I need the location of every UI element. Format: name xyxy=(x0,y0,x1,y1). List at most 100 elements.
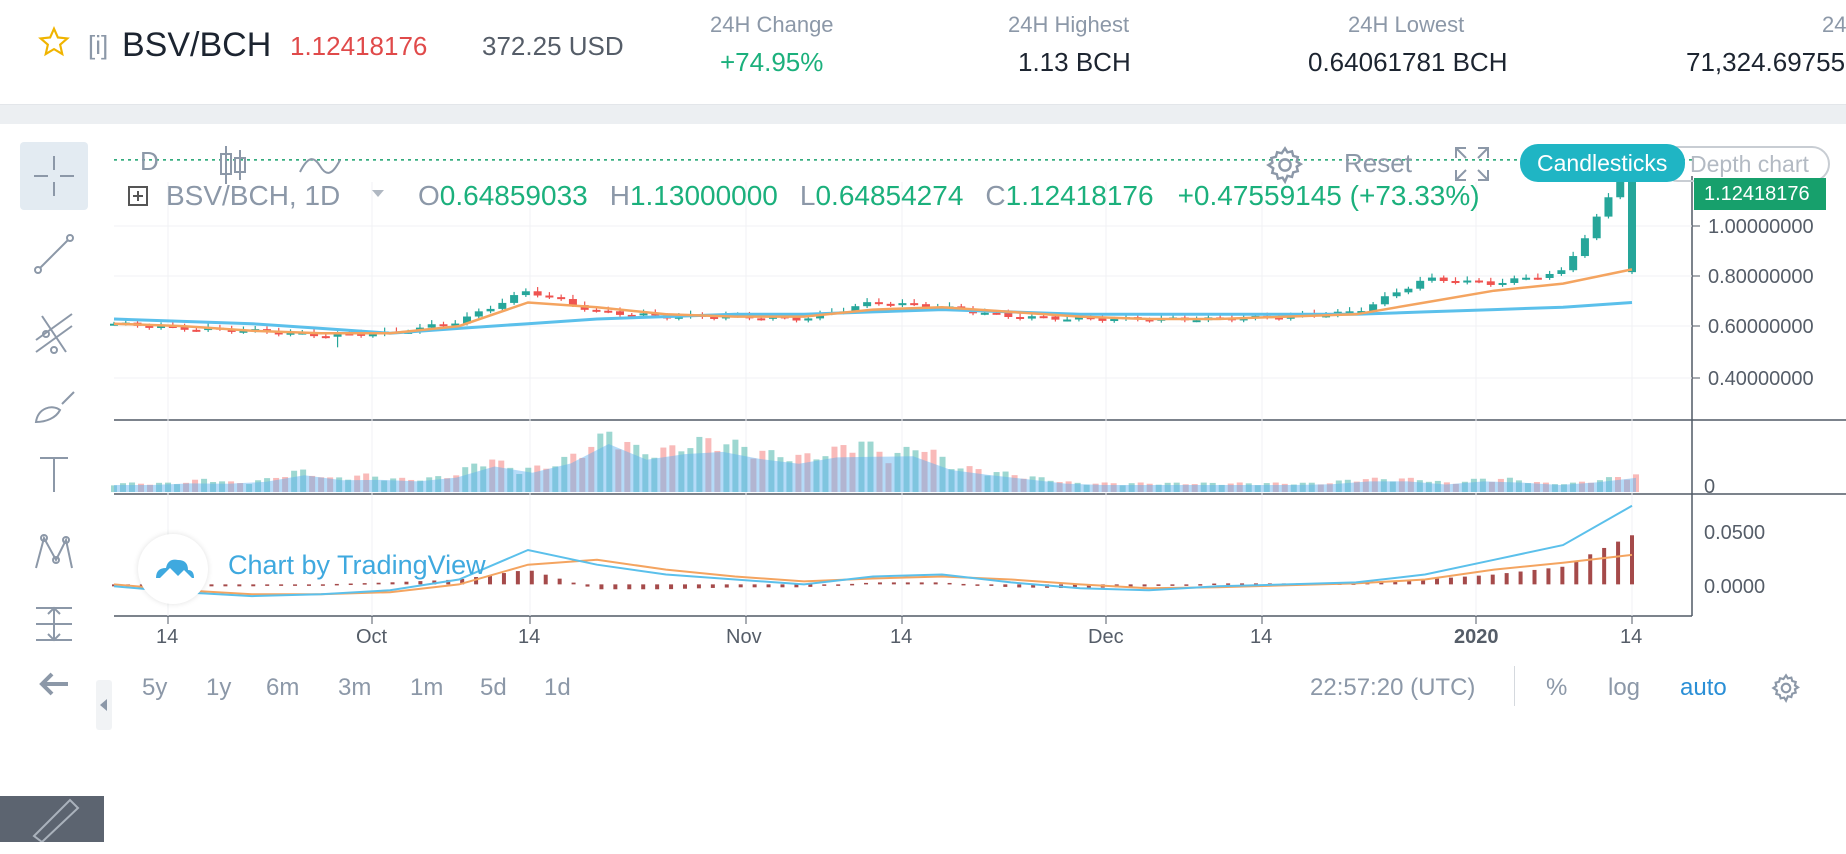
volume-bar xyxy=(543,468,550,492)
reset-button[interactable]: Reset xyxy=(1344,148,1412,178)
text-tool[interactable] xyxy=(20,440,88,508)
volume-bar xyxy=(1173,482,1180,492)
legend-toggle[interactable] xyxy=(128,186,148,206)
legend-symbol[interactable]: BSV/BCH, 1D xyxy=(166,180,341,211)
price-chart[interactable] xyxy=(0,124,1846,854)
macd-histogram-bar xyxy=(1616,541,1621,585)
trendline-tool[interactable] xyxy=(20,220,88,288)
volume-bar xyxy=(354,475,361,492)
candle-body xyxy=(910,303,919,306)
macd-histogram-bar xyxy=(1156,584,1161,586)
pattern-tool[interactable] xyxy=(20,518,88,586)
volume-bar xyxy=(1011,475,1018,492)
macd-histogram-bar xyxy=(1462,576,1467,585)
candle-body xyxy=(1486,281,1495,285)
pair-prefix[interactable]: [i] xyxy=(88,30,109,60)
crosshair-tool[interactable] xyxy=(20,142,88,210)
legend-change: +0.47559145 (+73.33%) xyxy=(1177,180,1480,211)
volume-bar xyxy=(1380,479,1387,492)
stat-low-value: 0.64061781 BCH xyxy=(1308,47,1508,77)
moving-average-fast xyxy=(113,268,1633,335)
candlesticks-tab[interactable] xyxy=(1520,144,1685,182)
time-tick: 14 xyxy=(518,626,541,648)
volume-bar xyxy=(570,453,577,492)
volume-bar xyxy=(1317,484,1324,492)
candle-body xyxy=(533,291,542,296)
macd-histogram-bar xyxy=(418,581,423,585)
volume-bar xyxy=(948,469,955,492)
time-tick: 14 xyxy=(1250,626,1273,648)
collapse-handle[interactable] xyxy=(96,680,112,730)
indicators-icon[interactable] xyxy=(298,152,342,180)
log-toggle[interactable]: log xyxy=(1608,674,1641,701)
volume-bar xyxy=(561,456,568,492)
candle-body xyxy=(1569,256,1578,271)
range-5d[interactable]: 5d xyxy=(480,674,507,701)
volume-bar xyxy=(1155,484,1162,492)
gear-icon[interactable] xyxy=(1770,672,1802,704)
volume-bar xyxy=(1020,478,1027,492)
range-3m[interactable]: 3m xyxy=(338,674,372,701)
macd-histogram-bar xyxy=(599,584,604,590)
volume-bar xyxy=(1560,484,1567,492)
macd-histogram-bar xyxy=(1226,583,1231,585)
range-1d[interactable]: 1d xyxy=(544,674,571,701)
percent-toggle[interactable]: % xyxy=(1546,674,1568,701)
expand-icon[interactable] xyxy=(1454,146,1490,182)
tradingview-watermark[interactable] xyxy=(138,534,208,604)
volume-bar xyxy=(1353,481,1360,492)
volume-bar xyxy=(147,484,154,492)
volume-bar xyxy=(291,470,298,492)
volume-bar xyxy=(1633,474,1639,492)
volume-bar xyxy=(1092,483,1099,492)
ruler-tool[interactable] xyxy=(0,796,104,844)
volume-bar xyxy=(318,477,325,492)
volume-bar xyxy=(1047,480,1054,492)
macd-histogram-bar xyxy=(613,584,618,590)
macd-histogram-bar xyxy=(1435,578,1440,585)
volume-bar xyxy=(1488,481,1495,492)
macd-histogram-bar xyxy=(905,582,910,585)
range-1y[interactable]: 1y xyxy=(206,674,232,701)
candlestick-type-icon[interactable] xyxy=(218,144,248,186)
time-tick: 14 xyxy=(1620,626,1643,648)
candle-body xyxy=(1392,292,1401,297)
volume-bar xyxy=(1335,480,1342,492)
volume-bar xyxy=(201,478,208,492)
interval-selector[interactable]: D xyxy=(140,146,159,176)
candle-body xyxy=(1475,280,1484,283)
range-1m[interactable]: 1m xyxy=(410,674,444,701)
macd-histogram-bar xyxy=(557,578,562,585)
measure-tool[interactable] xyxy=(20,590,88,658)
volume-bar xyxy=(1164,482,1171,492)
volume-bar xyxy=(228,481,235,492)
volume-bar xyxy=(300,469,307,492)
pitchfork-tool[interactable] xyxy=(20,300,88,368)
time-tick: 2020 xyxy=(1454,626,1499,648)
chevron-down-icon[interactable] xyxy=(372,190,384,197)
volume-bar xyxy=(1344,479,1351,492)
candle-body xyxy=(1192,320,1201,323)
volume-bar xyxy=(273,477,280,492)
hide-toolbar-tool[interactable] xyxy=(20,650,88,718)
macd-histogram-bar xyxy=(1407,580,1412,585)
gear-icon[interactable] xyxy=(1264,144,1306,186)
volume-bar xyxy=(390,478,397,492)
auto-toggle[interactable]: auto xyxy=(1680,674,1727,701)
volume-bar xyxy=(381,480,388,492)
range-5y[interactable]: 5y xyxy=(142,674,168,701)
volume-bar xyxy=(462,467,469,492)
brush-tool[interactable] xyxy=(20,374,88,442)
candle-body xyxy=(1604,197,1613,217)
star-icon[interactable] xyxy=(38,26,70,58)
volume-bar xyxy=(174,484,181,492)
candle-body xyxy=(1533,277,1542,280)
candle-body xyxy=(463,316,472,324)
macd-histogram-bar xyxy=(1560,566,1565,585)
volume-bar xyxy=(975,469,982,492)
range-6m[interactable]: 6m xyxy=(266,674,300,701)
pair-name[interactable]: BSV/BCH xyxy=(122,26,272,64)
watermark-text[interactable]: Chart by TradingView xyxy=(228,550,486,580)
arrow-left-icon xyxy=(39,672,68,696)
volume-bar xyxy=(363,473,370,492)
